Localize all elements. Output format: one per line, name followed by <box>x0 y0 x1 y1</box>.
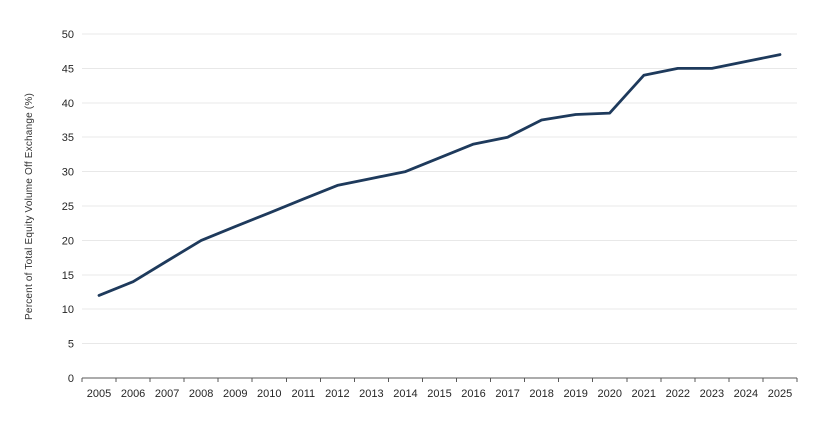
x-tick-label: 2012 <box>325 388 349 400</box>
x-tick-label: 2008 <box>189 388 213 400</box>
x-tick-label: 2006 <box>121 388 145 400</box>
x-tick-label: 2021 <box>632 388 656 400</box>
x-tick-label: 2016 <box>461 388 485 400</box>
y-tick-label: 50 <box>62 29 74 41</box>
x-tick-label: 2020 <box>597 388 621 400</box>
y-tick-label: 40 <box>62 98 74 110</box>
y-tick-label: 0 <box>68 373 74 385</box>
y-tick-label: 35 <box>62 132 74 144</box>
y-tick-label: 10 <box>62 304 74 316</box>
y-tick-label: 20 <box>62 235 74 247</box>
y-tick-label: 30 <box>62 167 74 179</box>
x-tick-label: 2025 <box>768 388 792 400</box>
x-tick-label: 2022 <box>666 388 690 400</box>
x-tick-label: 2015 <box>427 388 451 400</box>
data-line <box>97 53 782 297</box>
x-tick-label: 2018 <box>529 388 553 400</box>
y-tick-label: 5 <box>68 339 74 351</box>
y-tick-label: 25 <box>62 201 74 213</box>
x-tick-label: 2019 <box>563 388 587 400</box>
x-tick-label: 2011 <box>291 388 315 400</box>
x-tick-label: 2010 <box>257 388 281 400</box>
x-tick-label: 2023 <box>700 388 724 400</box>
x-tick-label: 2014 <box>393 388 417 400</box>
x-tick-label: 2005 <box>87 388 111 400</box>
x-tick-label: 2007 <box>155 388 179 400</box>
x-tick-label: 2024 <box>734 388 758 400</box>
x-tick-label: 2017 <box>495 388 519 400</box>
x-tick-label: 2009 <box>223 388 247 400</box>
y-tick-label: 15 <box>62 270 74 282</box>
x-tick-label: 2013 <box>359 388 383 400</box>
y-tick-label: 45 <box>62 63 74 75</box>
